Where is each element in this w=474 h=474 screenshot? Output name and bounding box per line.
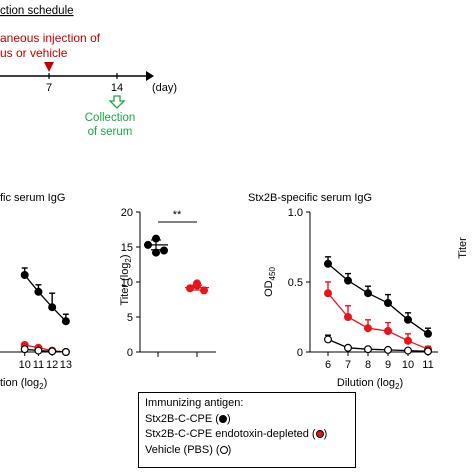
titer-y-ticks: 0 5 10 15 20 [121,207,140,359]
y-tick-label-1: 0.5 [288,277,303,289]
titer-y-tick-label-20: 20 [121,207,133,219]
x-tick-label-10: 10 [402,359,414,371]
legend-item-open: Vehicle (PBS) () [145,443,232,456]
right-chart-marks: 6 7 8 9 10 11 [324,256,434,371]
legend-item-red: Stx2B-C-CPE endotoxin-depleted () [145,428,328,440]
y-tick-label-2: 1.0 [288,207,303,219]
titer-chart: Titer (log2) ** 0 5 10 15 20 [119,207,216,359]
titer-y-tick-label-15: 15 [121,242,133,254]
data-point-black [48,303,57,312]
x-tick-label-12: 12 [46,359,58,371]
collection-text-line-2: of serum [88,126,133,138]
right-chart-y-label: OD450 [263,267,277,297]
data-point-open [384,345,393,354]
data-point-black [384,299,393,308]
data-point-open [404,346,413,355]
data-point-black [344,276,353,285]
right-chart-title: Stx2B-specific serum IgG [248,192,372,204]
left-chart-marks: 10 11 12 13 [19,267,72,371]
data-point-black [20,271,29,280]
open-circle-icon [219,445,228,454]
data-point-open [34,346,43,355]
titer-point-black [160,246,168,255]
titer-y-tick-label-0: 0 [127,347,133,359]
series-line-open [24,348,66,353]
data-point-open [48,347,57,356]
series-line-open [327,338,429,352]
collection-text-line-1: Collection [85,112,136,124]
red-circle-icon [315,430,324,438]
y-tick-label-0: 0 [297,347,303,359]
timeline-unit: (day) [152,82,177,94]
schedule-panel: ction schedule aneous injection of us or… [0,5,177,138]
x-tick-label-9: 9 [385,359,391,371]
data-point-black [364,289,373,298]
filled-circle-icon [218,414,227,423]
right-chart-x-label: Dilution (log2) [337,377,403,391]
data-point-black [61,317,70,326]
legend-heading: Immunizing antigen: [145,397,244,409]
x-tick-label-6: 6 [325,359,331,371]
data-point-red [344,313,353,322]
data-point-open [61,348,70,357]
data-point-open [20,345,29,354]
data-point-red [324,289,333,298]
titer-y-label: Titer (log2) [119,254,133,305]
titer-marks [144,234,209,295]
timeline-arrowhead [146,71,154,81]
left-chart-x-label: tion (log2) [0,377,47,391]
x-tick-label-8: 8 [365,359,371,371]
data-point-black [34,287,43,296]
series-line-black [327,263,429,335]
right-chart: Stx2B-specific serum IgG OD450 Dilution … [248,192,438,391]
left-chart: fic serum IgG tion (log2) 10 11 12 13 [0,192,72,391]
x-tick-label-13: 13 [60,359,72,371]
x-tick-label-7: 7 [345,359,351,371]
right-edge-titer-label: Titer [457,237,469,259]
data-point-open [364,345,373,354]
data-point-black [424,329,433,338]
titer-point-black [144,240,152,249]
data-point-open [344,343,353,352]
series-line-black [24,274,67,322]
data-point-open [424,347,433,356]
data-point-black [324,259,333,268]
titer-y-tick-label-5: 5 [127,312,133,324]
injection-text-line-2: us or vehicle [0,46,68,60]
significance-label: ** [173,209,182,221]
titer-point-black [152,248,160,257]
data-point-open [324,335,333,344]
titer-y-tick-label-10: 10 [121,277,133,289]
series-line-red [327,292,429,350]
schedule-title: ction schedule [0,5,74,17]
data-point-black [404,315,413,324]
titer-point-black [152,234,160,243]
right-chart-ticks: 0 0.5 1.0 [288,207,310,359]
data-point-red [404,336,413,345]
left-chart-title: fic serum IgG [0,192,65,204]
injection-text-line-1: aneous injection of [0,31,101,45]
x-tick-label-11: 11 [422,359,433,371]
data-point-red [364,324,373,333]
titer-point-red [186,284,194,293]
titer-point-red [200,286,208,295]
legend-item-black: Stx2B-C-CPE () [145,412,231,425]
data-point-red [384,327,393,336]
legend: Immunizing antigen: Stx2B-C-CPE () Stx2B… [138,392,356,468]
timeline-label-7: 7 [46,82,52,94]
timeline-label-14: 14 [111,82,123,94]
x-tick-label-11: 11 [33,359,44,371]
collection-arrow-icon [108,95,126,109]
x-tick-label-10: 10 [19,359,31,371]
injection-marker-icon [44,62,54,72]
titer-point-red [193,281,201,290]
